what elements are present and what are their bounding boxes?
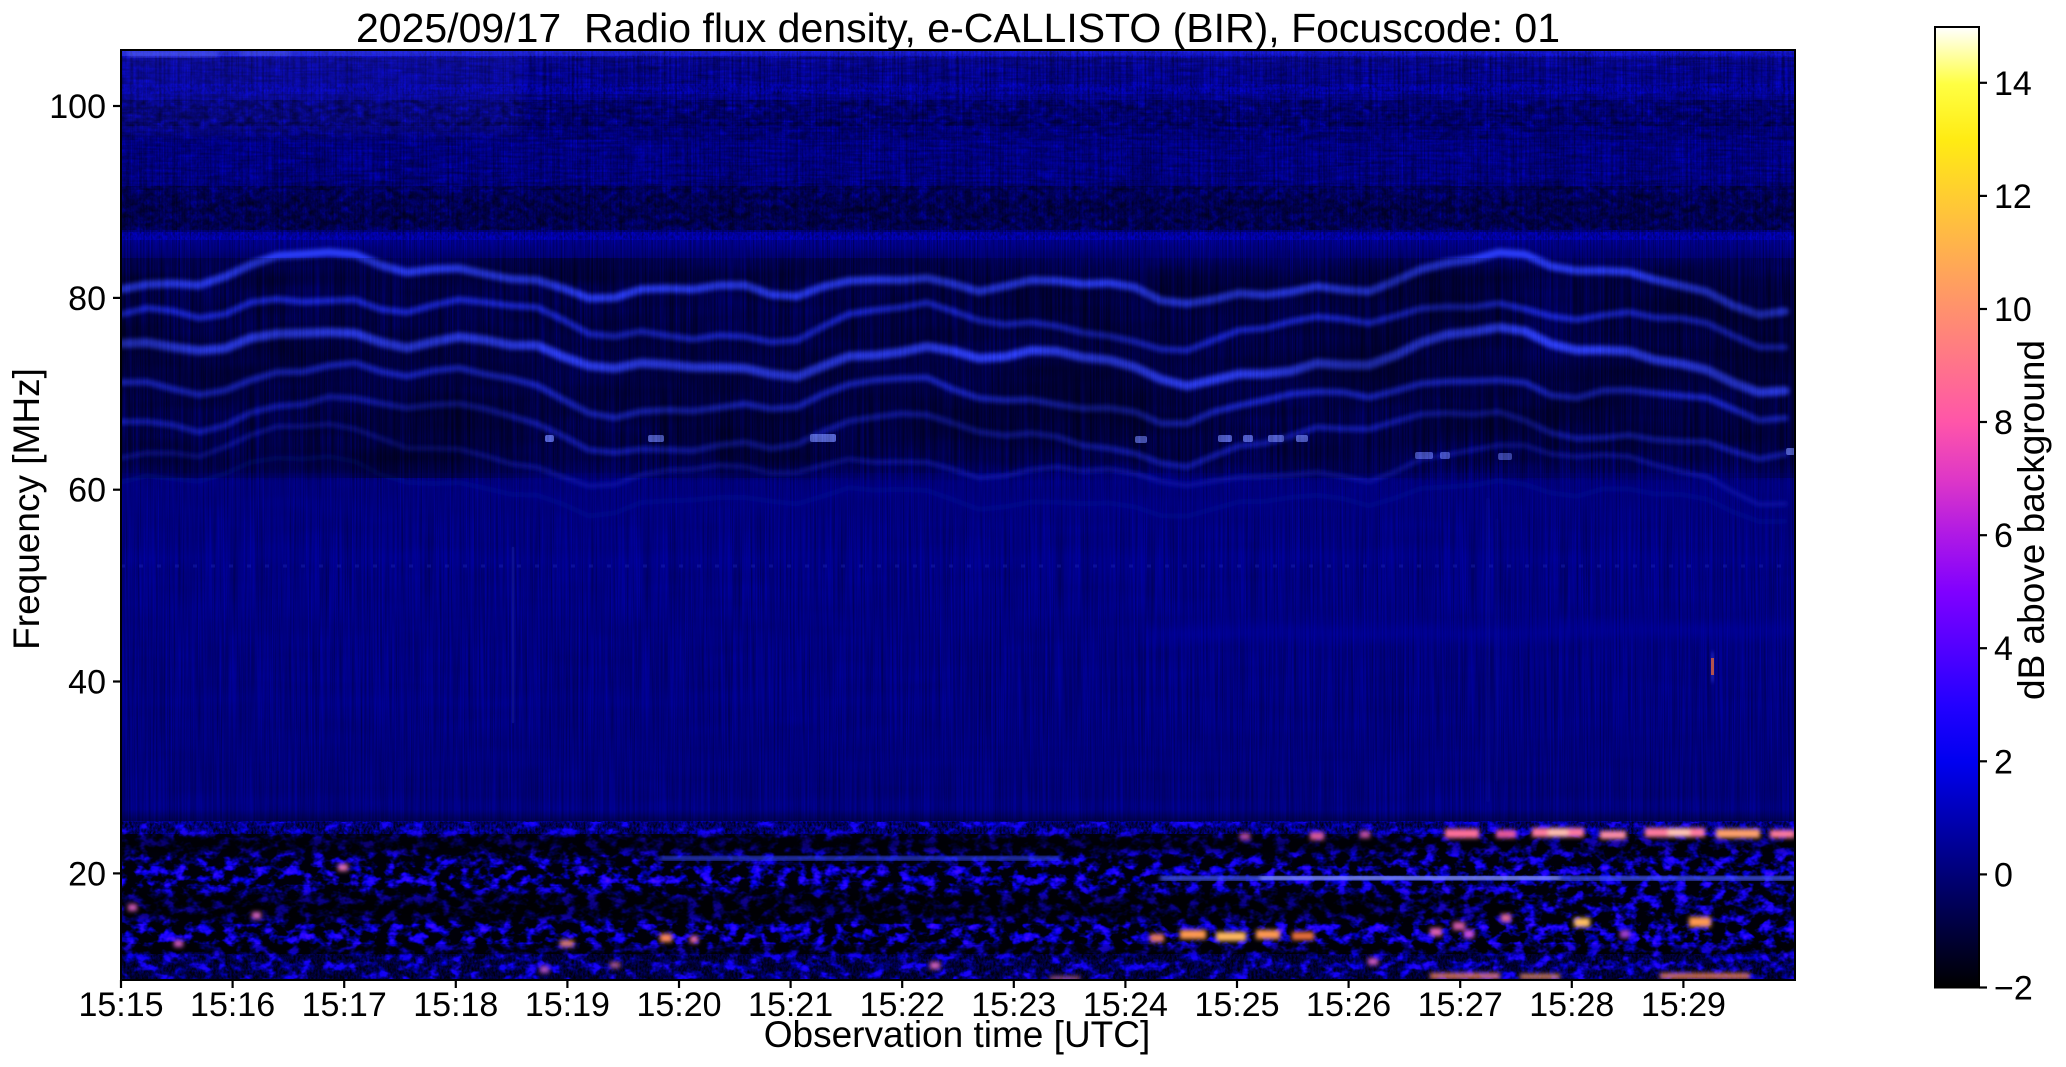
svg-text:15:18: 15:18 [413,986,498,1024]
svg-text:2025/09/17 Radio flux density: 2025/09/17 Radio flux density, e-CALLIST… [356,5,1560,51]
svg-text:15:26: 15:26 [1306,986,1391,1024]
svg-text:20: 20 [68,855,106,893]
svg-text:8: 8 [1994,404,2013,442]
svg-text:15:29: 15:29 [1641,986,1726,1024]
svg-text:15:19: 15:19 [525,986,610,1024]
svg-text:40: 40 [68,664,106,702]
svg-text:15:25: 15:25 [1194,986,1279,1024]
svg-text:15:21: 15:21 [748,986,833,1024]
svg-text:2: 2 [1994,743,2013,781]
svg-text:15:28: 15:28 [1529,986,1614,1024]
svg-text:Frequency [MHz]: Frequency [MHz] [6,368,47,650]
svg-text:14: 14 [1994,65,2032,103]
svg-text:Observation time [UTC]: Observation time [UTC] [764,1014,1151,1055]
svg-text:15:20: 15:20 [636,986,721,1024]
svg-text:60: 60 [68,472,106,510]
svg-text:−2: −2 [1994,970,2033,1008]
svg-text:15:22: 15:22 [860,986,945,1024]
svg-text:10: 10 [1994,291,2032,329]
svg-text:12: 12 [1994,178,2032,216]
svg-text:15:17: 15:17 [302,986,387,1024]
svg-text:80: 80 [68,280,106,318]
svg-text:100: 100 [49,88,106,126]
svg-text:15:24: 15:24 [1083,986,1168,1024]
svg-text:15:27: 15:27 [1418,986,1503,1024]
svg-text:15:23: 15:23 [971,986,1056,1024]
svg-text:dB above background: dB above background [2011,340,2052,700]
svg-text:4: 4 [1994,630,2013,668]
svg-text:15:15: 15:15 [78,986,163,1024]
svg-text:15:16: 15:16 [190,986,275,1024]
svg-text:6: 6 [1994,517,2013,555]
svg-text:0: 0 [1994,856,2013,894]
